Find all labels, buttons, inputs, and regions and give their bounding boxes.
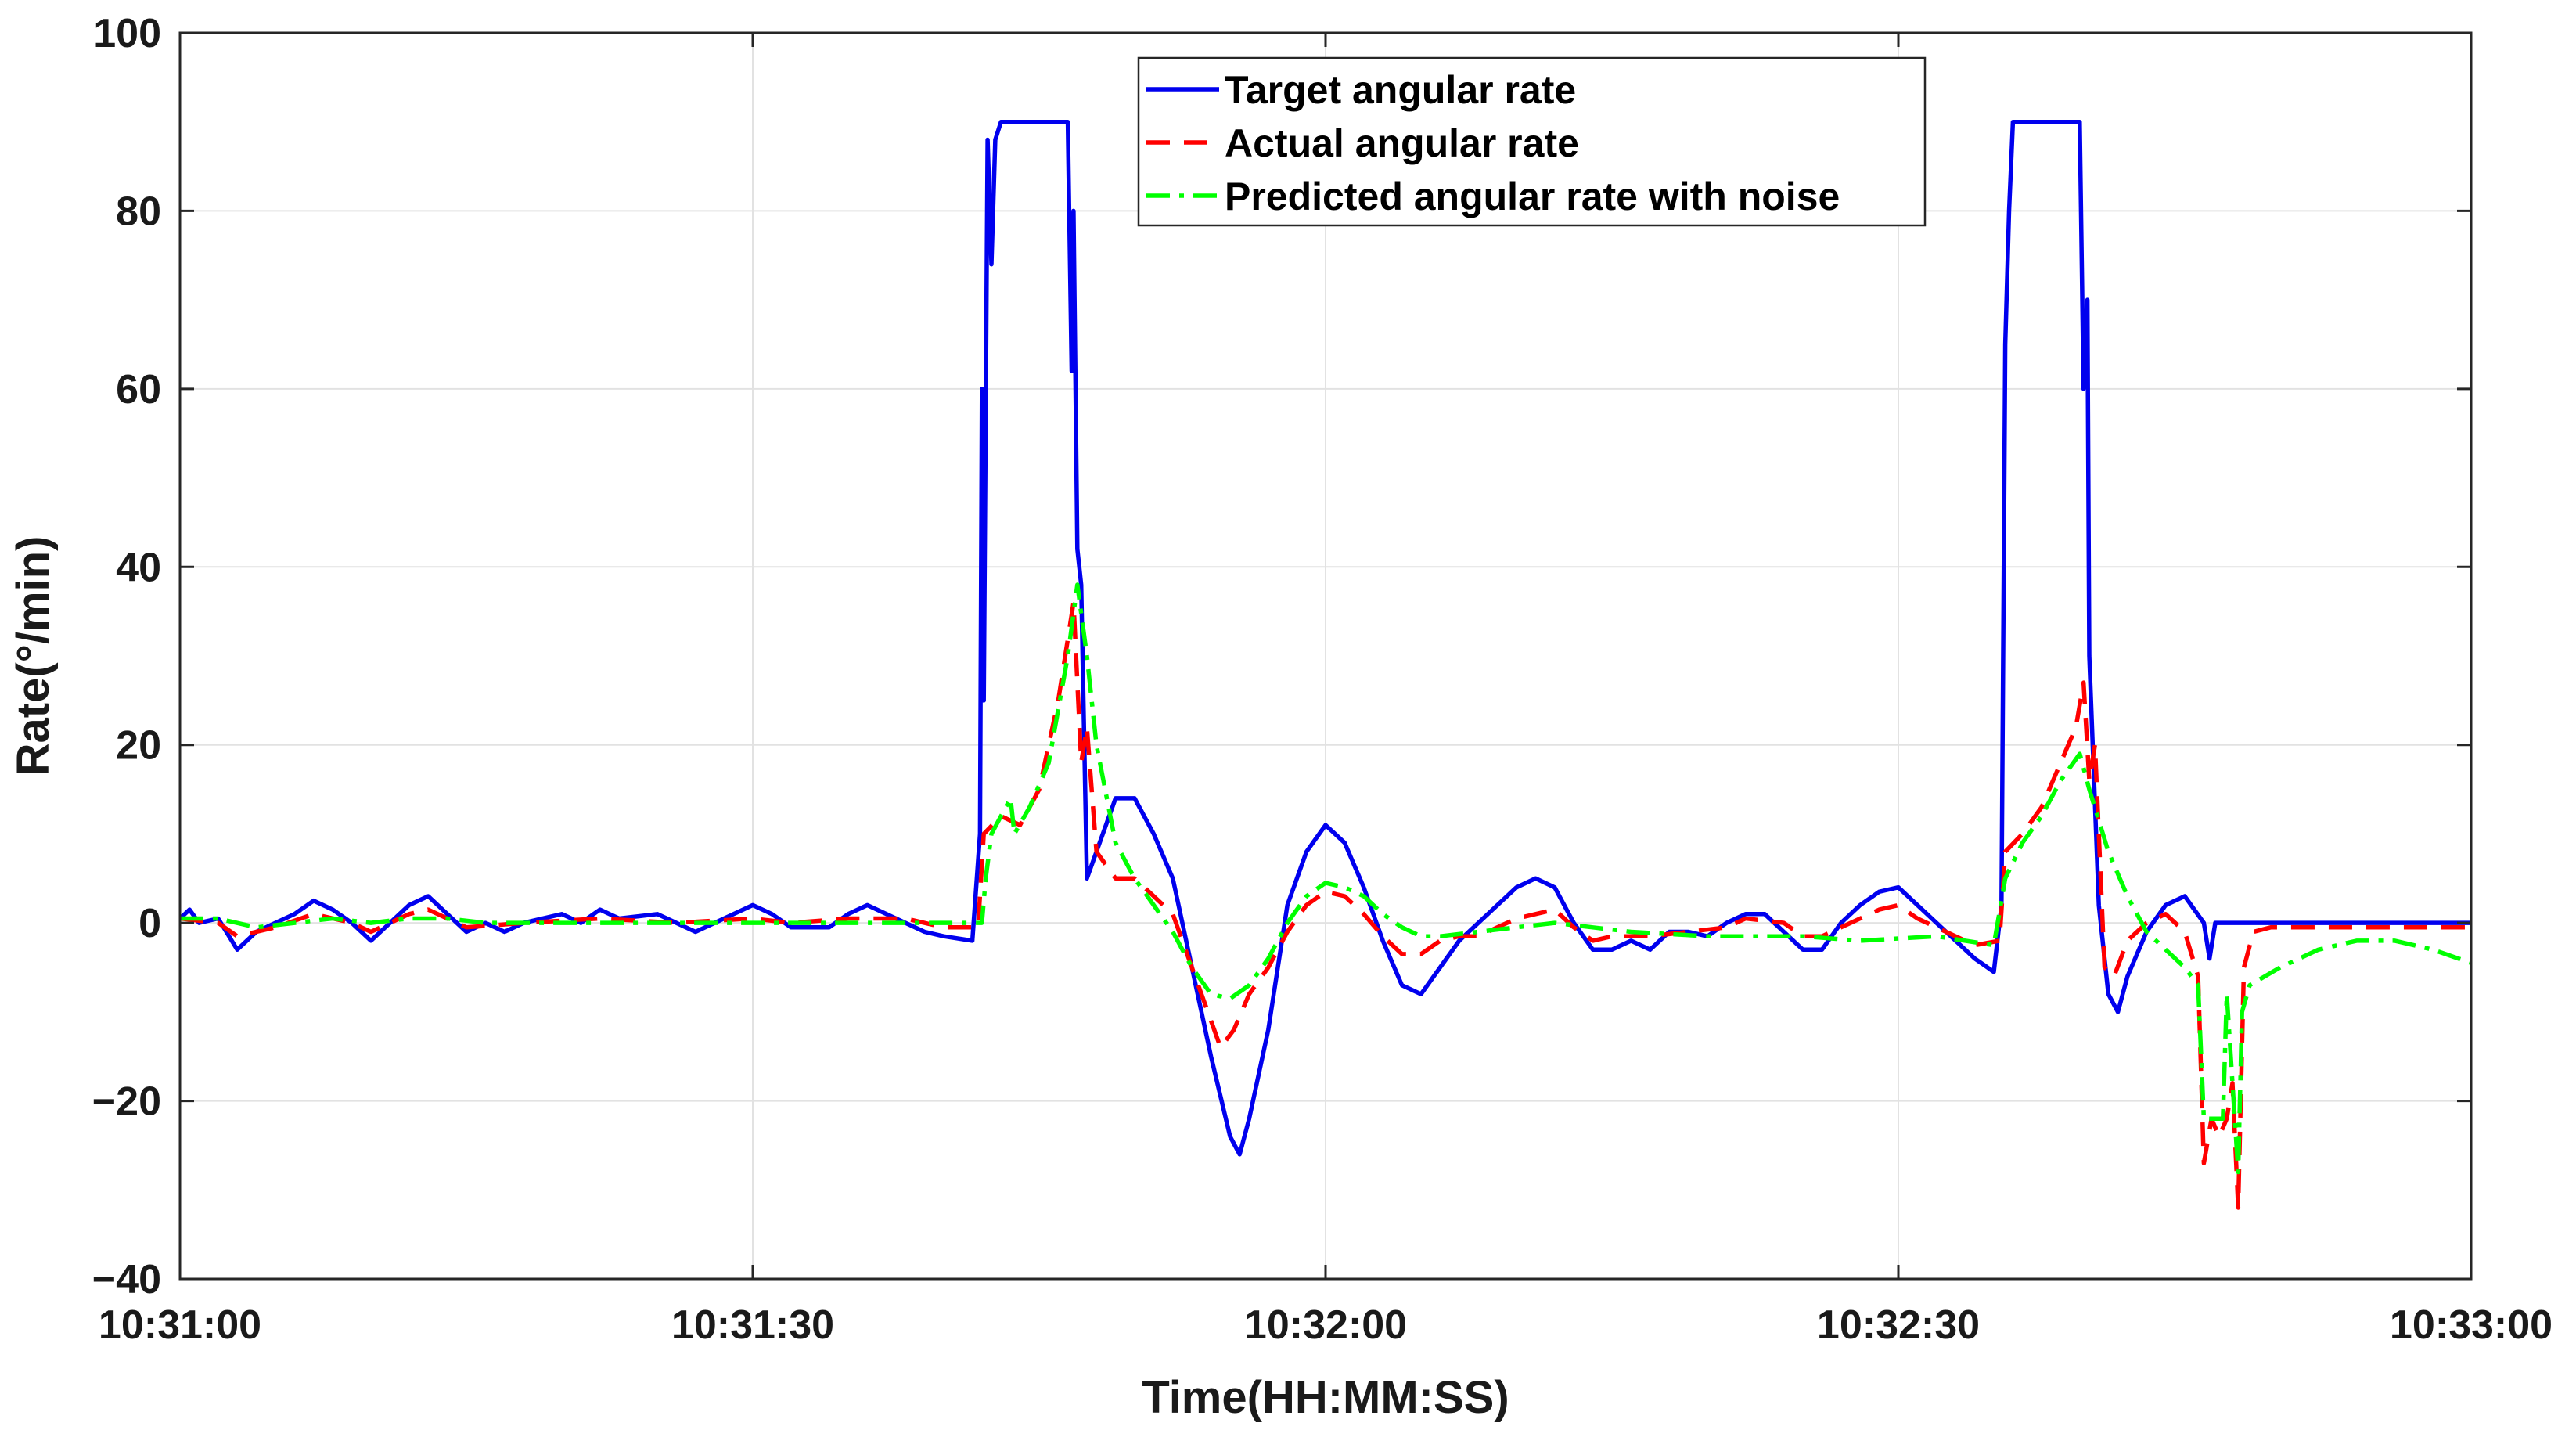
y-tick-label: 80 [116, 189, 161, 234]
y-tick-label: 100 [93, 11, 161, 56]
ticks [178, 31, 2473, 1281]
series-line-0 [178, 119, 2471, 1157]
y-tick-label: −20 [92, 1079, 161, 1125]
y-tick-label: 40 [116, 545, 161, 590]
x-tick-label: 10:31:00 [99, 1302, 261, 1348]
x-tick-label: 10:32:30 [1817, 1302, 1980, 1348]
y-tick-label: 0 [139, 901, 161, 946]
x-tick-label: 10:32:00 [1244, 1302, 1407, 1348]
y-tick-label: 60 [116, 367, 161, 412]
y-tick-labels: −40 −20 0 20 40 60 80 100 [92, 11, 161, 1302]
x-axis-title: Time(HH:MM:SS) [1142, 1372, 1509, 1423]
series-line-2 [180, 582, 2472, 1175]
y-tick-label: 20 [116, 723, 161, 769]
legend-box [1137, 56, 1927, 227]
y-axis-title: Rate(°/min) [8, 536, 59, 776]
x-tick-labels: 10:31:00 10:31:30 10:32:00 10:32:30 10:33:00 [99, 1302, 2553, 1348]
series-layer [178, 119, 2472, 1210]
series-line-1 [179, 600, 2471, 1210]
legend-label-target: Target angular rate [1225, 68, 1576, 112]
y-tick-label: −40 [92, 1257, 161, 1302]
x-tick-label: 10:31:30 [671, 1302, 834, 1348]
x-tick-label: 10:33:00 [2390, 1302, 2553, 1348]
legend-label-actual: Actual angular rate [1225, 121, 1579, 165]
legend-label-predicted: Predicted angular rate with noise [1225, 175, 1840, 218]
legend: Target angular rate Actual angular rate … [1137, 56, 1927, 227]
